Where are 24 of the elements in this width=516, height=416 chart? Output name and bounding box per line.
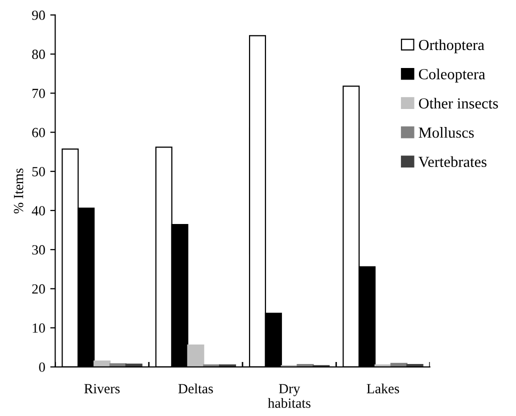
- bar: [94, 360, 111, 367]
- y-tick-label: 0: [39, 362, 45, 372]
- x-tick-label: Deltas: [178, 384, 213, 394]
- y-tick-label: 80: [32, 50, 45, 60]
- legend-label: Orthoptera: [418, 39, 484, 54]
- y-tick-label: 30: [32, 245, 45, 255]
- legend-label: Molluscs: [418, 127, 474, 138]
- x-tick-label: Lakes: [366, 384, 400, 394]
- y-axis-title: % Items: [14, 168, 24, 214]
- y-tick-label: 20: [32, 284, 45, 294]
- y-tick-label: 90: [32, 10, 45, 20]
- bar: [109, 363, 126, 367]
- y-tick-label: 50: [32, 166, 45, 176]
- bar: [187, 344, 204, 367]
- legend-label: Other insects: [418, 98, 498, 109]
- y-tick-label: 40: [32, 206, 45, 216]
- y-tick-label: 10: [32, 323, 45, 333]
- x-tick-label: Dry habitats: [268, 384, 310, 408]
- y-tick-label: 60: [32, 128, 45, 138]
- legend-label: Vertebrates: [418, 156, 486, 168]
- y-tick-label: 70: [32, 88, 45, 98]
- legend-label: Coleoptera: [418, 68, 486, 82]
- x-tick-label: Rivers: [84, 384, 120, 394]
- bar: [125, 364, 142, 367]
